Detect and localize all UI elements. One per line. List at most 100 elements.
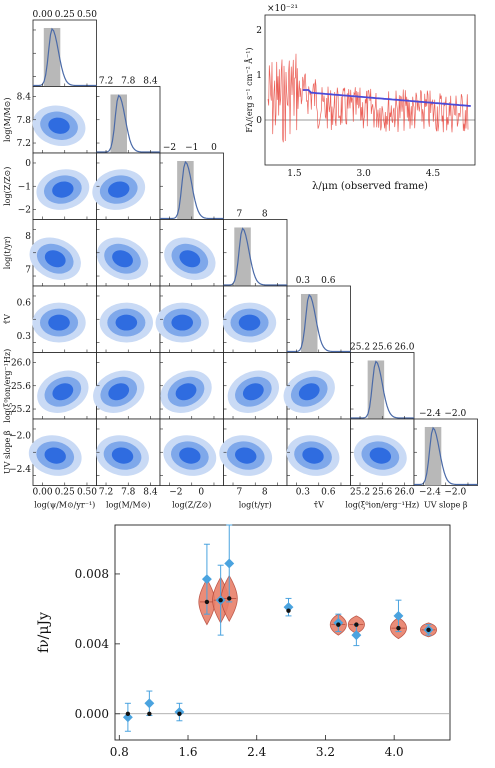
corner-top-tick-label: 0.25 <box>55 10 75 20</box>
corner-y-axis-label: log(ξ⁰ion/erg⁻¹Hz) <box>3 349 12 423</box>
corner-cell-0-0 <box>32 19 97 87</box>
corner-cell-4-1 <box>96 285 161 353</box>
model-point <box>147 711 152 716</box>
corner-cell-5-0 <box>32 352 97 420</box>
corner-cell-6-5 <box>350 418 415 486</box>
posterior-curve <box>33 27 97 87</box>
spectrum-x-tick-label: 4.5 <box>426 169 441 179</box>
corner-cell-1-0 <box>32 86 97 154</box>
corner-top-tick-label: 7 <box>237 210 243 220</box>
corner-left-tick-label: −2.4 <box>9 465 31 475</box>
contour-level-3 <box>115 314 138 331</box>
corner-x-axis-label: log(Z/Z⊙) <box>172 501 211 510</box>
corner-cell-2-0 <box>32 152 97 220</box>
model-point <box>204 599 210 605</box>
cell-frame <box>223 219 288 287</box>
posterior-curve <box>287 293 351 353</box>
corner-y-axis-label: UV slope β <box>3 430 12 474</box>
corner-left-tick-label: 25.2 <box>11 405 31 415</box>
corner-cell-5-4 <box>283 352 351 420</box>
corner-left-tick-label: 25.6 <box>11 382 31 392</box>
corner-cell-4-0 <box>32 285 97 353</box>
contour-level-3 <box>108 181 130 198</box>
corner-bottom-tick-label: 7.2 <box>99 488 113 498</box>
cell-frame <box>32 19 97 87</box>
cell-frame <box>286 285 351 353</box>
y-tick-label: 0.008 <box>75 567 109 581</box>
credible-interval-band <box>300 293 318 353</box>
spectrum-y-tick-label: 0 <box>256 116 262 126</box>
corner-cell-5-2 <box>159 352 224 420</box>
corner-bottom-tick-label: 0.6 <box>321 488 336 498</box>
corner-cell-6-4 <box>286 418 351 486</box>
corner-top-tick-label: −2.4 <box>419 409 441 419</box>
posterior-curve <box>350 360 414 419</box>
contour-level-3 <box>179 447 201 464</box>
corner-cell-6-3 <box>219 418 288 486</box>
corner-top-tick-label: 0.00 <box>33 10 53 20</box>
corner-bottom-tick-label: 0.50 <box>77 488 97 498</box>
contour-level-3 <box>111 447 134 464</box>
contour-level-3 <box>44 447 66 464</box>
observed-point <box>122 712 133 723</box>
corner-left-tick-label: 7 <box>25 265 31 275</box>
corner-bottom-tick-label: 0.3 <box>296 488 311 498</box>
model-point <box>354 622 359 627</box>
contour-level-3 <box>44 250 66 268</box>
corner-cell-4-3 <box>222 285 288 353</box>
corner-left-tick-label: −2.0 <box>9 432 31 442</box>
corner-cell-4-4 <box>286 285 351 353</box>
corner-top-tick-label: 25.6 <box>372 343 392 353</box>
spectrum-exponent: ×10⁻²¹ <box>267 4 298 14</box>
model-point <box>125 711 131 716</box>
observed-point <box>144 698 155 709</box>
credible-interval-band <box>234 227 251 286</box>
spectrum-x-axis-label: λ/μm (observed frame) <box>312 181 428 192</box>
corner-bottom-tick-label: 25.6 <box>372 488 392 498</box>
contour-level-3 <box>302 447 324 464</box>
x-tick-label: 4.0 <box>385 745 404 759</box>
cell-frame <box>96 86 161 154</box>
corner-x-axis-label: log(t/yr) <box>239 501 272 510</box>
corner-y-axis-label: log(Z/Z⊙) <box>3 167 12 206</box>
x-tick-label: 1.6 <box>178 745 197 759</box>
corner-y-axis-label: log(t/yr) <box>3 236 12 269</box>
contour-level-3 <box>171 314 194 331</box>
contour-level-3 <box>48 314 70 331</box>
contour-level-3 <box>48 117 70 134</box>
corner-left-tick-label: 7.8 <box>17 116 32 126</box>
spectrum-y-axis-label: Fλ/(erg s⁻¹ cm⁻² Å⁻¹) <box>245 47 254 132</box>
corner-cell-6-1 <box>96 418 161 486</box>
corner-bottom-tick-label: −2.4 <box>419 488 441 498</box>
contour-level-3 <box>298 383 320 401</box>
corner-left-tick-label: 26.0 <box>11 358 31 368</box>
credible-interval-band <box>424 426 442 486</box>
spectrum-x-tick-label: 3.0 <box>357 169 372 179</box>
observed-spectrum <box>267 53 469 143</box>
corner-cell-3-0 <box>29 219 97 287</box>
posterior-curve <box>96 94 160 153</box>
observed-point <box>224 558 235 569</box>
corner-top-tick-label: 7.8 <box>121 77 136 87</box>
credible-interval-band <box>177 160 194 220</box>
corner-bottom-tick-label: −2 <box>169 488 182 498</box>
corner-left-tick-label: 8 <box>25 232 31 242</box>
posterior-curve <box>414 426 478 486</box>
corner-plot: 0.00 0.25 0.507.2 7.8 8.4−2 −1 07 80.3 0.625.2 25… <box>3 10 478 510</box>
corner-top-tick-label: 7.2 <box>99 77 113 87</box>
corner-cell-6-0 <box>28 418 97 486</box>
corner-top-tick-label: −2 <box>163 143 176 153</box>
corner-bottom-tick-label: 7.8 <box>121 488 136 498</box>
corner-cell-4-2 <box>155 285 224 353</box>
contour-level-3 <box>242 383 264 401</box>
corner-top-tick-label: 8 <box>262 210 268 220</box>
observed-point <box>283 602 294 613</box>
corner-cell-3-2 <box>159 219 224 287</box>
model-point <box>286 608 291 613</box>
corner-cell-6-6 <box>413 418 478 486</box>
credible-interval-band <box>43 27 61 87</box>
corner-top-tick-label: 26.0 <box>394 343 414 353</box>
photometry-panel: 0.8 1.6 2.4 3.2 4.0 0.008 0.004 0.000 fν/μJy <box>36 524 451 759</box>
spectrum-panel: ×10⁻²¹ 2 1 0 1.5 3.0 4.5 λ/μm (observed frame) F… <box>245 4 476 192</box>
spectrum-y-tick-label: 1 <box>256 71 262 81</box>
